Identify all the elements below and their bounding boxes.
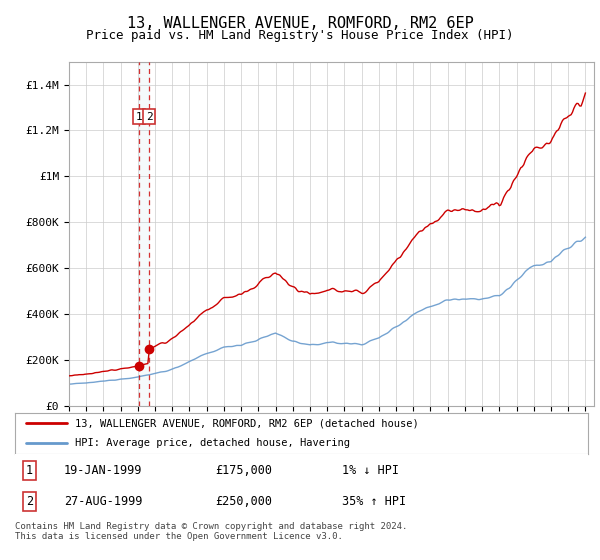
Text: 13, WALLENGER AVENUE, ROMFORD, RM2 6EP: 13, WALLENGER AVENUE, ROMFORD, RM2 6EP [127,16,473,31]
Text: 19-JAN-1999: 19-JAN-1999 [64,464,142,477]
Text: 27-AUG-1999: 27-AUG-1999 [64,494,142,508]
Text: 2: 2 [146,111,152,122]
Text: £175,000: £175,000 [215,464,272,477]
Text: Contains HM Land Registry data © Crown copyright and database right 2024.
This d: Contains HM Land Registry data © Crown c… [15,522,407,542]
Text: 13, WALLENGER AVENUE, ROMFORD, RM2 6EP (detached house): 13, WALLENGER AVENUE, ROMFORD, RM2 6EP (… [75,418,419,428]
Text: 35% ↑ HPI: 35% ↑ HPI [341,494,406,508]
Text: Price paid vs. HM Land Registry's House Price Index (HPI): Price paid vs. HM Land Registry's House … [86,29,514,42]
Text: £250,000: £250,000 [215,494,272,508]
Bar [139,62,149,406]
Text: 2: 2 [26,494,33,508]
Text: 1: 1 [26,464,33,477]
Text: HPI: Average price, detached house, Havering: HPI: Average price, detached house, Have… [75,438,350,448]
Text: 1% ↓ HPI: 1% ↓ HPI [341,464,398,477]
Text: 1: 1 [136,111,142,122]
